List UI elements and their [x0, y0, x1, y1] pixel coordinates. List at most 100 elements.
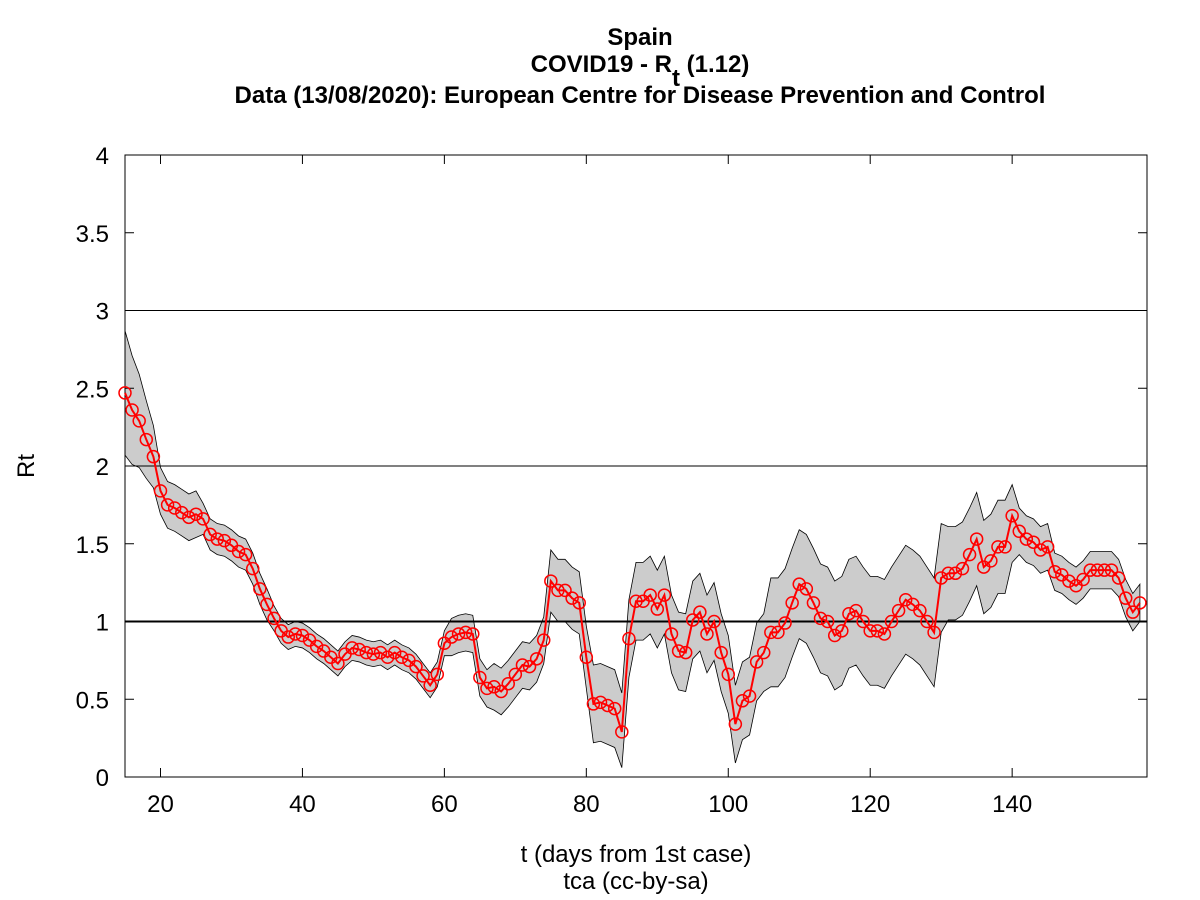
rt-marker [1047, 564, 1062, 579]
rt-marker [182, 510, 196, 525]
rt-marker [721, 667, 736, 682]
rt-marker [884, 614, 899, 629]
note: tca (cc-by-sa) [563, 868, 708, 895]
rt-marker [217, 533, 232, 548]
rt-marker [586, 697, 601, 711]
rt-marker [664, 627, 679, 641]
rt-marker [1040, 540, 1055, 554]
rt-marker [352, 642, 366, 657]
x-tick-label: 40 [289, 791, 316, 818]
y-tick-label: 1.5 [76, 532, 109, 559]
rt-marker [231, 544, 246, 559]
rt-marker [480, 681, 494, 696]
rt-marker [544, 574, 558, 588]
rt-marker [288, 627, 303, 641]
rt-marker [380, 650, 395, 665]
rt-marker [778, 616, 792, 630]
y-tick-label: 0 [96, 765, 109, 792]
rt-marker [856, 614, 870, 629]
x-tick-label: 20 [147, 791, 174, 818]
rt-marker [1083, 563, 1097, 577]
rt-marker [281, 630, 295, 644]
rt-marker [671, 644, 686, 658]
rt-marker [253, 582, 267, 596]
rt-marker [196, 512, 210, 526]
rt-marker [650, 602, 665, 616]
rt-marker [522, 659, 537, 674]
rt-marker [948, 566, 963, 581]
rt-marker [423, 678, 437, 693]
rt-marker [700, 627, 714, 641]
rt-marker [444, 630, 459, 644]
rt-marker [735, 694, 750, 708]
rt-marker [132, 414, 146, 428]
rt-marker [458, 625, 473, 640]
rt-marker [1076, 572, 1090, 587]
rt-marker [1012, 524, 1026, 539]
rt-marker [1090, 563, 1105, 577]
rt-marker [238, 547, 253, 562]
rt-marker [657, 588, 672, 602]
chart-title-part: COVID19 - R [531, 51, 672, 78]
chart-title: Data (13/08/2020): European Centre for D… [235, 82, 1046, 109]
rt-marker [565, 591, 579, 605]
rt-marker [643, 588, 657, 602]
x-axis-label: t (days from 1st case) [521, 841, 752, 868]
rt-marker [508, 667, 523, 682]
chart-title: COVID19 - Rt (1.12) [531, 51, 750, 92]
rt-marker [473, 670, 487, 685]
rt-marker [1126, 605, 1140, 619]
rt-marker [246, 561, 260, 576]
x-tick-label: 60 [431, 791, 458, 818]
rt-marker [934, 571, 948, 585]
rt-marker [1111, 571, 1126, 585]
rt-marker [742, 689, 757, 703]
rt-marker [210, 532, 225, 546]
rt-marker [579, 650, 594, 665]
y-tick-label: 1 [96, 610, 109, 637]
rt-marker [451, 627, 466, 641]
rt-marker [430, 667, 445, 682]
rt-marker [466, 627, 480, 641]
rt-marker [572, 596, 586, 610]
x-tick-label: 120 [850, 791, 890, 818]
rt-marker [118, 386, 132, 400]
rt-marker [160, 498, 175, 512]
chart-title: Spain [607, 24, 672, 51]
rt-marker [799, 582, 814, 596]
rt-marker [842, 606, 856, 621]
rt-marker [863, 624, 877, 638]
rt-marker [693, 605, 707, 619]
rt-marker [409, 659, 423, 674]
y-tick-label: 3 [96, 299, 109, 326]
rt-marker [139, 432, 154, 447]
rt-marker [203, 527, 217, 542]
chart-title-part: t [672, 65, 680, 92]
rt-marker [515, 658, 530, 672]
rt-marker [167, 501, 182, 515]
rt-marker [1133, 596, 1147, 610]
rt-marker [920, 614, 934, 629]
rt-marker [927, 625, 941, 640]
rt-marker [1033, 543, 1048, 557]
rt-marker [1062, 574, 1076, 588]
y-tick-label: 2 [96, 454, 109, 481]
rt-marker [629, 594, 643, 609]
rt-marker [295, 628, 310, 643]
rt-marker [757, 645, 771, 660]
y-tick-label: 4 [96, 143, 109, 170]
y-axis-label-part: R [13, 461, 40, 478]
rt-marker [714, 645, 728, 660]
rt-marker [600, 698, 615, 713]
rt-marker [771, 625, 785, 640]
chart-title-part: Data (13/08/2020): European Centre for D… [235, 82, 1046, 109]
rt-marker [955, 561, 970, 576]
rt-marker [125, 403, 139, 417]
y-axis-label: Rt [13, 454, 40, 478]
rt-marker [728, 717, 743, 731]
rt-marker [494, 684, 508, 699]
rt-marker [764, 625, 778, 640]
rt-marker [331, 656, 345, 671]
rt-marker [260, 597, 274, 612]
